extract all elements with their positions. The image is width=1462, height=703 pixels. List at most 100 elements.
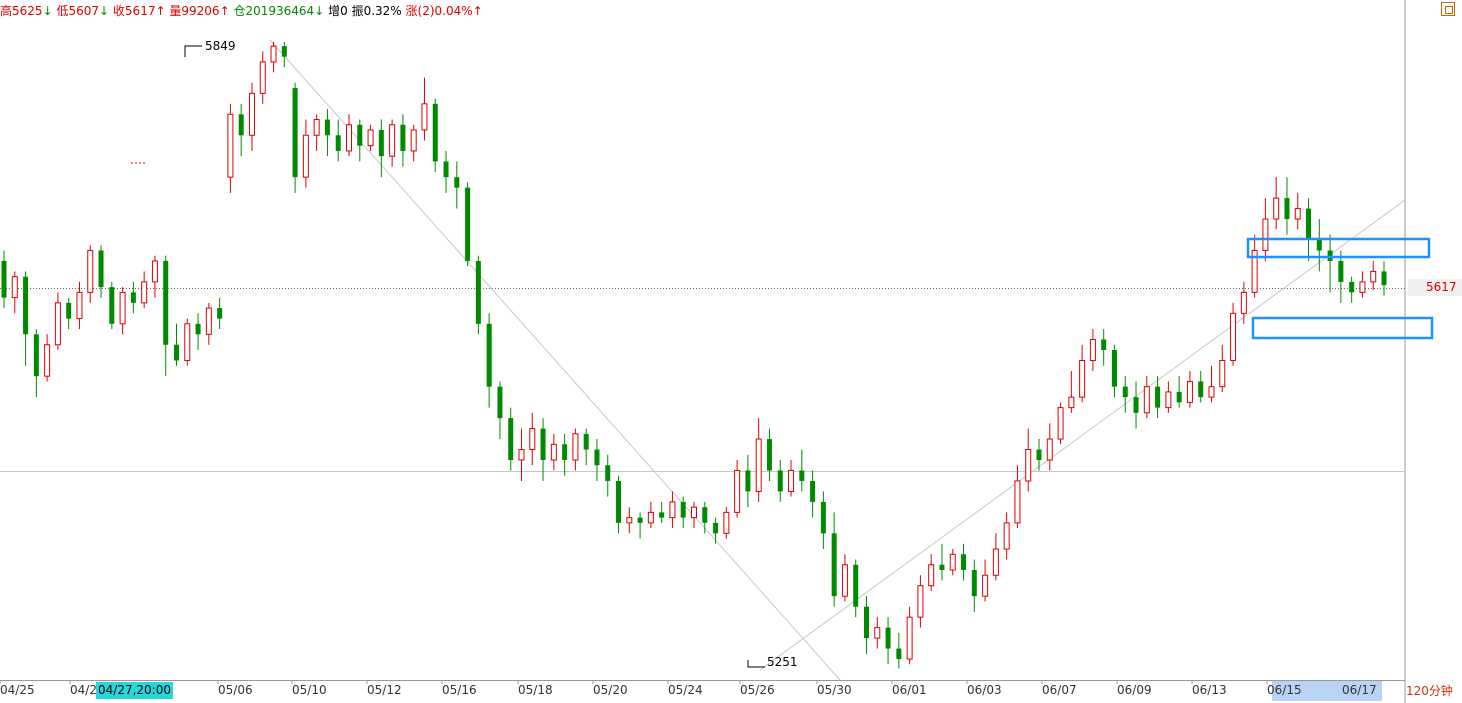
candle-body: [939, 564, 945, 570]
candle-body: [529, 428, 536, 451]
candles-group: [1, 42, 1387, 669]
min-price-label: 5251: [767, 655, 798, 669]
low-value: 5607: [68, 4, 100, 18]
lower-highlight-box: [1251, 316, 1434, 340]
candle-body: [1316, 240, 1322, 251]
x-tick-label: 05/10: [292, 683, 327, 697]
x-tick-label: 05/20: [593, 683, 628, 697]
candle-body: [313, 119, 320, 136]
candle-body: [443, 161, 449, 178]
x-tick-label: 05/24: [668, 683, 703, 697]
candle-body: [508, 418, 514, 460]
x-tick-label: 05/12: [367, 683, 402, 697]
candle-body: [1251, 249, 1258, 293]
candle-body: [98, 250, 104, 288]
candle-body: [184, 323, 191, 361]
maximize-window-icon[interactable]: [1441, 2, 1455, 16]
candle-body: [864, 606, 869, 639]
candle-body: [1003, 522, 1010, 550]
x-tick-label: 04/25: [0, 683, 35, 697]
candle-body: [1240, 291, 1247, 314]
close-value: 5617: [124, 4, 156, 18]
upper-highlight-box: [1246, 237, 1431, 259]
candle-body: [259, 61, 266, 94]
candle-body: [432, 103, 438, 162]
candle-body: [475, 260, 481, 324]
candle-body: [130, 292, 136, 303]
candle-body: [841, 564, 848, 597]
cursor-time-label: 04/27,20:00: [96, 682, 173, 699]
candle-body: [1186, 380, 1193, 403]
candle-body: [497, 386, 503, 419]
candle-body: [33, 334, 39, 377]
candle-body: [1208, 386, 1215, 398]
oi-label: 仓: [233, 4, 246, 18]
candle-body: [659, 512, 665, 518]
period-selector[interactable]: 120分钟: [1406, 684, 1453, 698]
max-price-label: 5849: [205, 39, 236, 53]
candle-body: [174, 344, 179, 361]
candle-body: [734, 469, 741, 513]
candle-body: [1133, 397, 1139, 413]
candle-body: [1219, 359, 1226, 388]
candle-body: [1230, 312, 1237, 361]
candle-body: [626, 517, 633, 524]
incr-value: 0: [340, 4, 348, 18]
candle-body: [292, 88, 298, 178]
candle-body: [119, 291, 126, 325]
candle-body: [1036, 449, 1042, 460]
candle-body: [270, 45, 277, 63]
candle-body: [550, 443, 557, 461]
high-arrow-icon: ↓: [42, 4, 53, 18]
candle-body: [961, 554, 967, 570]
candle-body: [896, 648, 902, 660]
candle-body: [1025, 449, 1032, 482]
x-tick-label: 05/18: [518, 683, 553, 697]
candle-body: [831, 533, 837, 597]
candle-body: [163, 260, 169, 345]
candle-body: [1057, 407, 1064, 440]
candle-body: [281, 46, 287, 57]
candle-body: [1014, 480, 1021, 524]
candle-body: [605, 465, 611, 481]
x-tick-label: 06/13: [1192, 683, 1227, 697]
candle-body: [421, 103, 428, 131]
candle-body: [1122, 386, 1128, 398]
candle-body: [788, 469, 795, 492]
candle-body: [205, 307, 212, 335]
x-tick-label: 06/07: [1042, 683, 1077, 697]
candle-body: [1359, 281, 1366, 293]
candle-body: [11, 276, 18, 299]
candle-body: [54, 302, 61, 346]
candle-body: [378, 130, 384, 157]
x-tick-label: 05/06: [218, 683, 253, 697]
x-tick-label: 06/15: [1267, 683, 1302, 697]
candle-body: [454, 177, 460, 188]
down-trendline: [269, 39, 841, 681]
candle-body: [1111, 350, 1117, 387]
candle-body: [465, 187, 471, 261]
candle-body: [23, 276, 29, 335]
volume-value: 99206: [181, 4, 220, 18]
candle-body: [1262, 218, 1269, 251]
close-label: 收: [112, 4, 125, 18]
candle-body: [1101, 339, 1107, 350]
candle-body: [572, 433, 579, 461]
close-arrow-icon: ↑: [155, 4, 166, 18]
candle-body: [248, 92, 255, 136]
amp-label: 振: [351, 4, 364, 18]
oi-value: 201936464: [245, 4, 315, 18]
x-tick-label: 04/2: [70, 683, 97, 697]
high-value: 5625: [12, 4, 43, 18]
low-label: 低: [56, 4, 69, 18]
candle-body: [853, 564, 859, 607]
x-tick-label: 06/03: [967, 683, 1002, 697]
incr-label: 增: [328, 4, 341, 18]
candle-body: [949, 553, 956, 571]
candle-body: [1068, 396, 1075, 409]
candle-body: [647, 511, 654, 524]
candle-body: [766, 439, 772, 471]
candle-body: [87, 249, 94, 293]
